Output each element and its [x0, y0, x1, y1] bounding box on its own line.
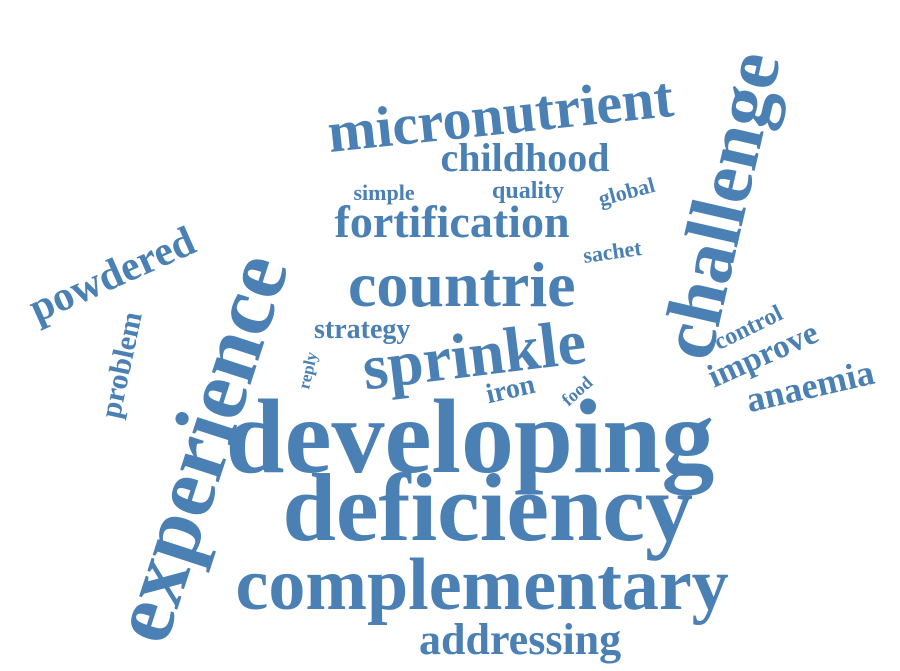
word-developing: developing — [225, 378, 715, 495]
word-addressing: addressing — [419, 615, 622, 664]
word-quality: quality — [492, 178, 565, 204]
word-simple: simple — [353, 180, 415, 205]
word-fortification: fortification — [334, 196, 570, 247]
word-problem: problem — [94, 308, 149, 422]
word-countrie: countrie — [348, 249, 576, 320]
word-complementary: complementary — [235, 544, 729, 626]
word-deficiency: deficiency — [282, 454, 694, 561]
word-powdered: powdered — [21, 218, 202, 332]
word-strategy: strategy — [314, 314, 411, 345]
word-childhood: childhood — [440, 135, 610, 180]
word-sachet: sachet — [580, 235, 643, 268]
